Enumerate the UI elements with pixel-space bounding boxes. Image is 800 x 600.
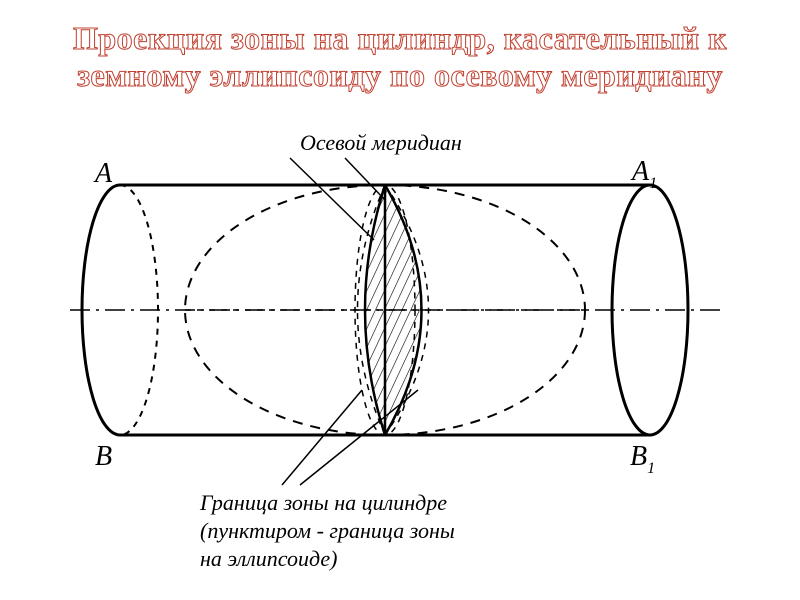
zone-boundary-label-2: (пунктиром - граница зоны (200, 518, 455, 543)
point-B1: B1 (630, 441, 655, 477)
page-title: Проекция зоны на цилиндр, касательный к … (0, 20, 800, 94)
zone-boundary-label-3: на эллипсоиде) (200, 546, 337, 571)
projection-diagram: Осевой меридиан A A1 B B1 Граница зоны н… (40, 120, 760, 580)
point-A1: A1 (630, 156, 657, 192)
zone-boundary-label-1: Граница зоны на цилиндре (199, 490, 447, 515)
projection-zone (358, 185, 429, 435)
title-line-2: земному эллипсоиду по осевому меридиану (77, 57, 723, 93)
axial-meridian-label: Осевой меридиан (300, 130, 462, 155)
title-line-1: Проекция зоны на цилиндр, касательный к (73, 20, 727, 56)
bottom-label-group: Граница зоны на цилиндре (пунктиром - гр… (199, 390, 455, 571)
point-A: A (93, 158, 113, 189)
point-B: B (95, 441, 112, 472)
